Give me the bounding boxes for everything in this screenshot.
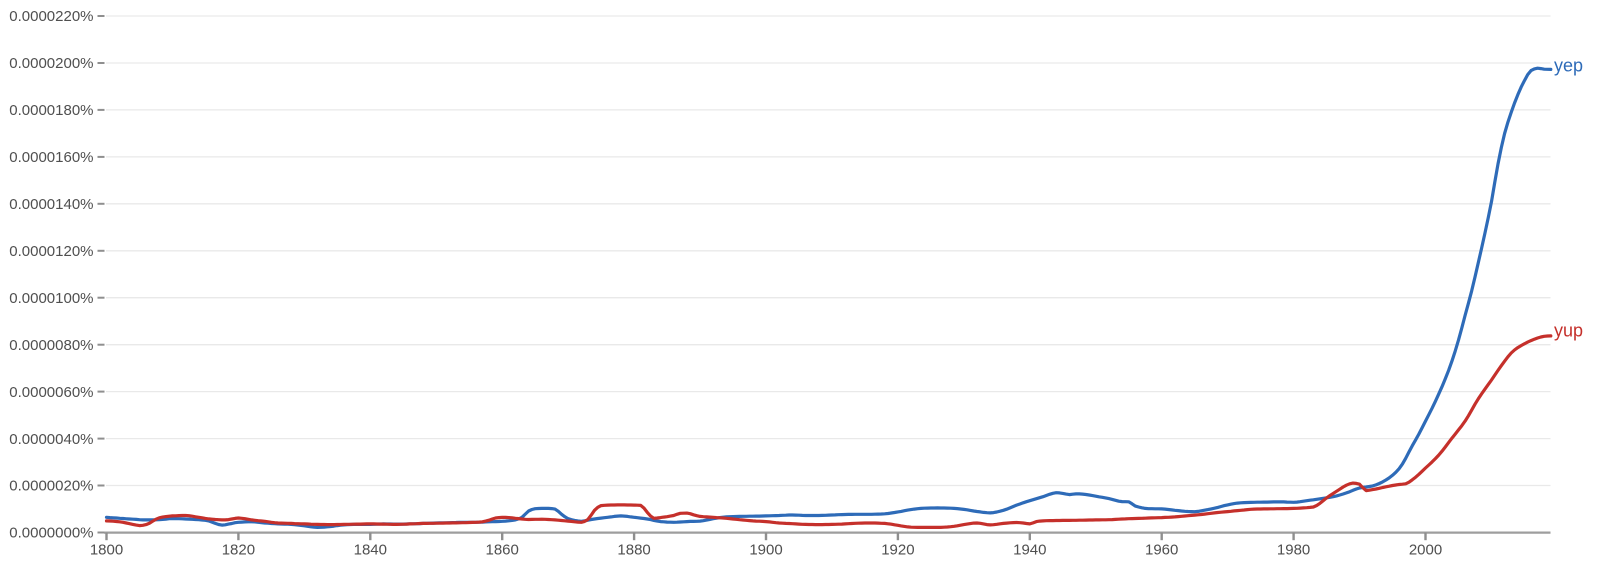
svg-text:0.0000060%: 0.0000060% [9, 384, 93, 401]
svg-text:2000: 2000 [1409, 542, 1442, 559]
svg-text:0.0000160%: 0.0000160% [9, 149, 93, 166]
svg-text:1860: 1860 [486, 542, 519, 559]
svg-text:1940: 1940 [1013, 542, 1046, 559]
svg-text:0.0000080%: 0.0000080% [9, 337, 93, 354]
svg-text:0.0000100%: 0.0000100% [9, 290, 93, 307]
svg-text:0.0000180%: 0.0000180% [9, 102, 93, 119]
svg-text:0.0000000%: 0.0000000% [9, 525, 93, 542]
svg-text:0.0000220%: 0.0000220% [9, 8, 93, 25]
svg-text:0.0000020%: 0.0000020% [9, 478, 93, 495]
svg-text:1840: 1840 [354, 542, 387, 559]
svg-text:yep: yep [1554, 56, 1583, 76]
svg-text:0.0000120%: 0.0000120% [9, 243, 93, 260]
svg-text:1920: 1920 [881, 542, 914, 559]
svg-text:yup: yup [1554, 321, 1583, 341]
svg-text:0.0000040%: 0.0000040% [9, 431, 93, 448]
svg-text:1820: 1820 [222, 542, 255, 559]
svg-text:0.0000200%: 0.0000200% [9, 55, 93, 72]
svg-text:1800: 1800 [90, 542, 123, 559]
svg-text:1980: 1980 [1277, 542, 1310, 559]
svg-text:1960: 1960 [1145, 542, 1178, 559]
svg-text:1900: 1900 [749, 542, 782, 559]
svg-text:1880: 1880 [617, 542, 650, 559]
svg-text:0.0000140%: 0.0000140% [9, 196, 93, 213]
